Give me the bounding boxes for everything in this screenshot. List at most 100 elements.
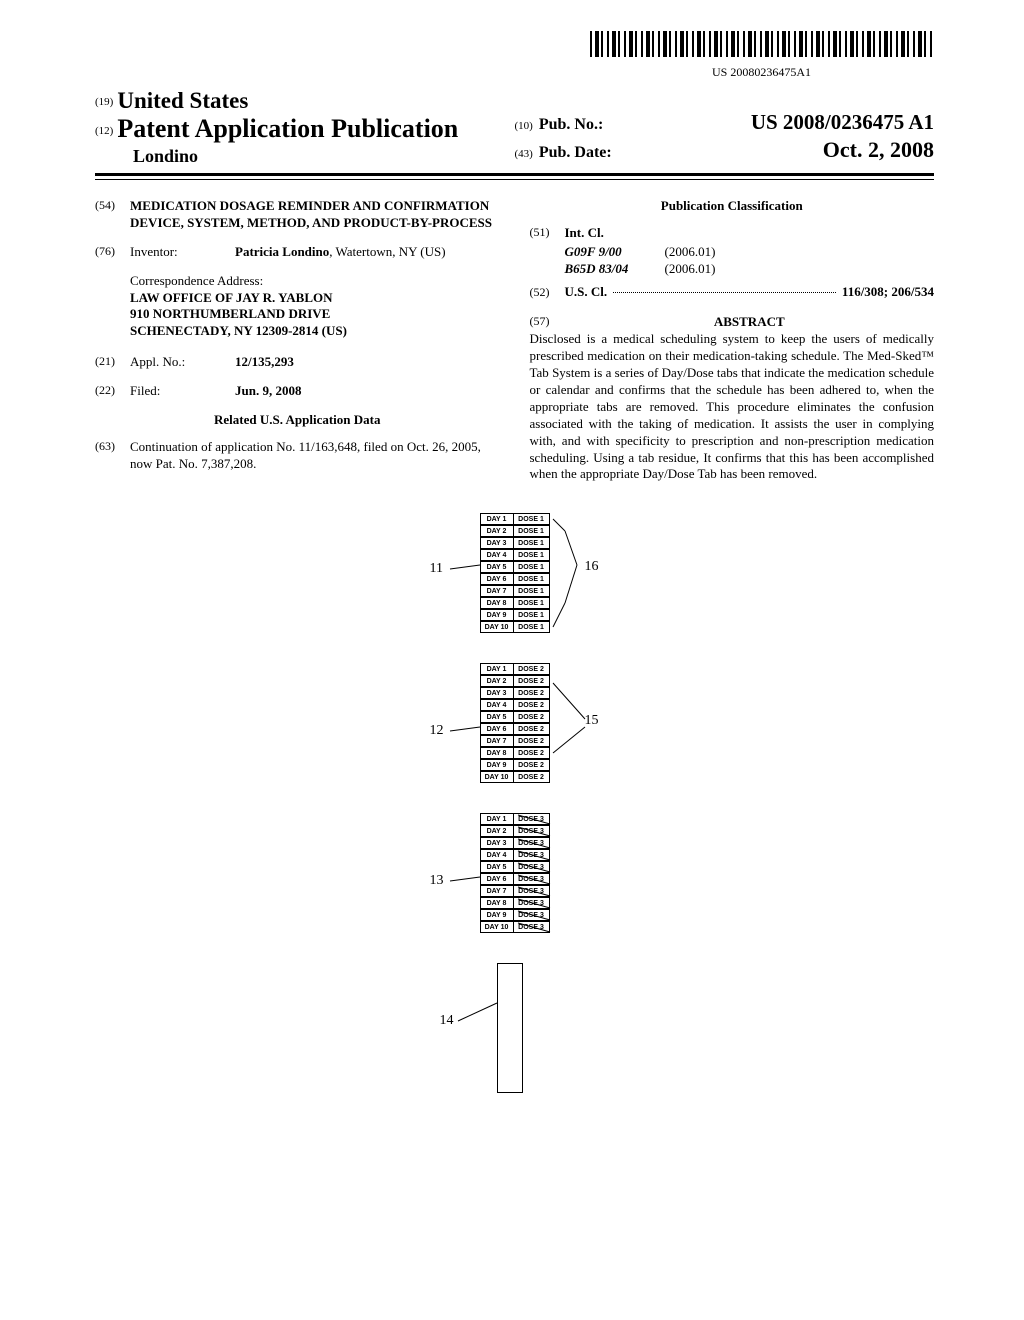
day-cell: DAY 9 [480,909,513,921]
inventor-header: Londino [95,146,515,167]
day-cell: DAY 6 [480,723,513,735]
dose-cell: DOSE 2 [513,687,550,699]
day-cell: DAY 1 [480,663,513,675]
country-name: United States [117,88,248,113]
dose-cell: DOSE 1 [513,597,550,609]
tab-row: DAY 10DOSE 2 [480,771,552,783]
appl-label: Appl. No.: [130,354,235,371]
dose-cell: DOSE 2 [513,699,550,711]
tab-row: DAY 1DOSE 2 [480,663,552,675]
barcode-icon [589,30,934,58]
day-cell: DAY 4 [480,849,513,861]
dose-cell: DOSE 3 [513,873,550,885]
day-cell: DAY 9 [480,609,513,621]
tab-row: DAY 3DOSE 1 [480,537,552,549]
day-cell: DAY 9 [480,759,513,771]
barcode-number: US 20080236475A1 [589,65,934,80]
tab-row: DAY 8DOSE 3 [480,897,552,909]
intcl-row-ver: (2006.01) [665,261,716,278]
dose-cell: DOSE 1 [513,525,550,537]
tab-row: DAY 5DOSE 1 [480,561,552,573]
pub-no-value: US 2008/0236475 A1 [751,110,934,135]
tab-row: DAY 10DOSE 1 [480,621,552,633]
day-cell: DAY 3 [480,837,513,849]
tab-row: DAY 6DOSE 3 [480,873,552,885]
dose-cell: DOSE 1 [513,585,550,597]
figure-region: DAY 1DOSE 1DAY 2DOSE 1DAY 3DOSE 1DAY 4DO… [95,513,934,1113]
intcl-row-code: G09F 9/00 [565,244,665,261]
dose-cell: DOSE 3 [513,813,550,825]
related-heading: Related U.S. Application Data [95,412,500,429]
day-cell: DAY 4 [480,699,513,711]
left-column: (54) MEDICATION DOSAGE REMINDER AND CONF… [95,198,500,485]
abstract-text: Disclosed is a medical scheduling system… [530,331,935,483]
dose-cell: DOSE 3 [513,909,550,921]
dose-cell: DOSE 1 [513,573,550,585]
intcl-code: (51) [530,225,565,242]
tab-row: DAY 3DOSE 3 [480,837,552,849]
tab-row: DAY 6DOSE 2 [480,723,552,735]
day-cell: DAY 2 [480,825,513,837]
tab-row: DAY 9DOSE 2 [480,759,552,771]
day-cell: DAY 8 [480,597,513,609]
right-column: Publication Classification (51) Int. Cl.… [530,198,935,485]
tab-row: DAY 4DOSE 2 [480,699,552,711]
correspondence-city: SCHENECTADY, NY 12309-2814 (US) [130,323,500,340]
classification-heading: Publication Classification [530,198,935,215]
tab-row: DAY 1DOSE 3 [480,813,552,825]
day-cell: DAY 5 [480,861,513,873]
day-cell: DAY 8 [480,897,513,909]
tab-row: DAY 4DOSE 1 [480,549,552,561]
tab-row: DAY 3DOSE 2 [480,687,552,699]
title-code: (54) [95,198,130,232]
day-cell: DAY 2 [480,525,513,537]
tab-row: DAY 2DOSE 2 [480,675,552,687]
intcl-row-code: B65D 83/04 [565,261,665,278]
day-cell: DAY 7 [480,735,513,747]
intcl-label: Int. Cl. [565,225,604,242]
tab-row: DAY 9DOSE 1 [480,609,552,621]
tab-block: DAY 1DOSE 2DAY 2DOSE 2DAY 3DOSE 2DAY 4DO… [480,663,552,783]
dot-leader [613,292,836,293]
correspondence-name: LAW OFFICE OF JAY R. YABLON [130,290,500,307]
dose-cell: DOSE 2 [513,675,550,687]
day-cell: DAY 6 [480,873,513,885]
dose-cell: DOSE 2 [513,747,550,759]
intcl-row-ver: (2006.01) [665,244,716,261]
tab-row: DAY 8DOSE 2 [480,747,552,759]
filed-date: Jun. 9, 2008 [235,383,500,400]
appl-no: 12/135,293 [235,354,500,371]
dose-cell: DOSE 1 [513,549,550,561]
day-cell: DAY 10 [480,771,513,783]
day-cell: DAY 8 [480,747,513,759]
continuation-text: Continuation of application No. 11/163,6… [130,439,500,473]
dose-cell: DOSE 3 [513,921,550,933]
document-header: (19) United States (12) Patent Applicati… [95,88,934,167]
dose-cell: DOSE 2 [513,663,550,675]
dose-cell: DOSE 2 [513,711,550,723]
tab-row: DAY 5DOSE 3 [480,861,552,873]
country-code: (19) [95,96,113,108]
filed-code: (22) [95,383,130,400]
tab-row: DAY 7DOSE 2 [480,735,552,747]
inventor-code: (76) [95,244,130,261]
day-cell: DAY 5 [480,711,513,723]
dose-cell: DOSE 2 [513,723,550,735]
dose-cell: DOSE 1 [513,513,550,525]
pub-date-value: Oct. 2, 2008 [823,137,934,163]
day-cell: DAY 1 [480,813,513,825]
day-cell: DAY 6 [480,573,513,585]
uscl-code: (52) [530,285,565,301]
inventor-label: Inventor: [130,244,235,261]
inventor-location: , Watertown, NY (US) [329,244,445,259]
dose-cell: DOSE 1 [513,561,550,573]
figure-ref-label: 15 [585,713,599,729]
tab-row: DAY 8DOSE 1 [480,597,552,609]
dose-cell: DOSE 1 [513,537,550,549]
tab-row: DAY 10DOSE 3 [480,921,552,933]
dose-cell: DOSE 1 [513,609,550,621]
day-cell: DAY 3 [480,687,513,699]
day-cell: DAY 1 [480,513,513,525]
day-cell: DAY 7 [480,585,513,597]
dose-cell: DOSE 1 [513,621,550,633]
